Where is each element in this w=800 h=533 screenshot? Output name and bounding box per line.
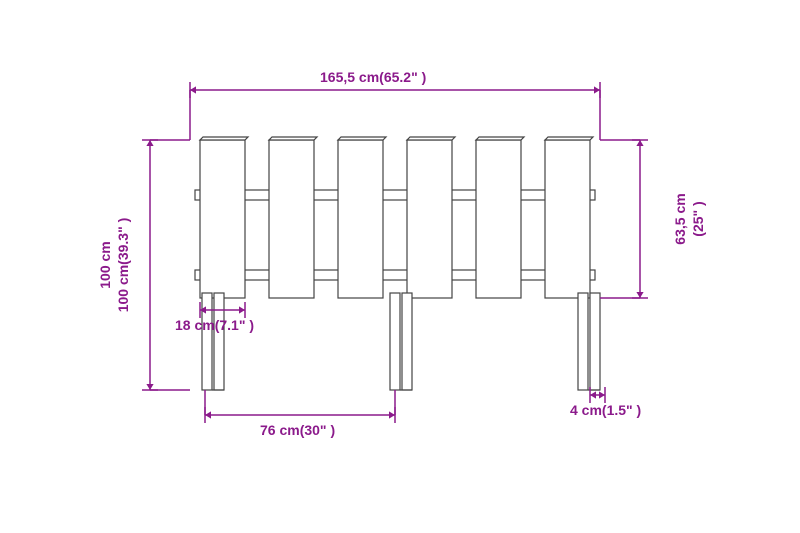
dim-panel-height: 63,5 cm(25" ) <box>672 193 706 244</box>
dim-slat-width: 18 cm(7.1" ) <box>175 317 254 333</box>
dim-total-width: 165,5 cm(65.2" ) <box>320 69 426 85</box>
svg-text:100 cm: 100 cm <box>97 241 113 288</box>
dim-depth: 4 cm(1.5" ) <box>570 402 641 418</box>
svg-text:63,5 cm: 63,5 cm <box>672 193 688 244</box>
headboard-drawing <box>195 137 600 390</box>
dim-leg-spacing: 76 cm(30" ) <box>260 422 335 438</box>
svg-text:100 cm(39.3" ): 100 cm(39.3" ) <box>115 218 131 313</box>
svg-text:(25" ): (25" ) <box>690 201 706 236</box>
dim-total-height: 100 cm100 cm(39.3" ) <box>97 218 131 313</box>
